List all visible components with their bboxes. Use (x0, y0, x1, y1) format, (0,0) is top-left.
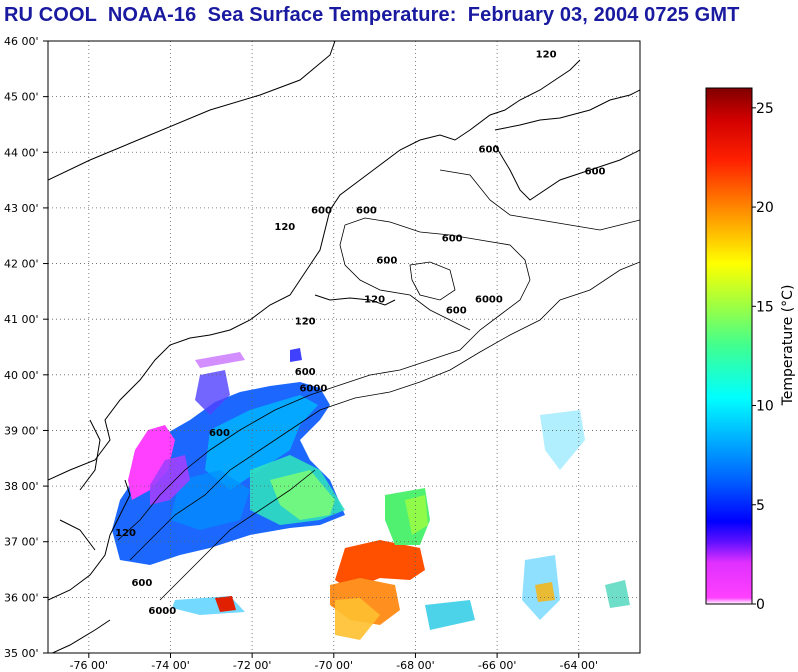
contour-labels: 120 600 600 600 600 120 600 600 120 600 6000 120 600… (115, 50, 605, 617)
contour-label: 120 (536, 50, 557, 61)
contour-label: 6000 (299, 384, 327, 395)
lat-tick-label: 42 00' (4, 258, 39, 271)
contour-label: 120 (295, 317, 316, 328)
lon-tick-label: -70 00' (315, 659, 353, 672)
contour-label: 600 (295, 367, 316, 378)
contour-label: 6000 (475, 294, 503, 305)
colorbar (705, 87, 753, 605)
lat-tick-label: 39 00' (4, 424, 39, 437)
contour-label: 600 (442, 233, 463, 244)
lat-tick-label: 36 00' (4, 591, 39, 604)
longitude-axis: -76 00' -74 00' -72 00' -70 00' -68 00' -66 0… (70, 653, 598, 672)
contour-label: 600 (446, 306, 467, 317)
colorbar-tick-label: 0 (756, 597, 765, 613)
contour-label: 120 (274, 222, 295, 233)
contour-label: 600 (131, 578, 152, 589)
lon-tick-label: -68 00' (396, 659, 434, 672)
map-frame (47, 40, 641, 654)
lon-tick-label: -76 00' (70, 659, 108, 672)
lat-tick-label: 38 00' (4, 480, 39, 493)
map-title: RU COOL NOAA-16 Sea Surface Temperature:… (4, 4, 740, 26)
lon-tick-label: -66 00' (478, 659, 516, 672)
contour-label: 600 (356, 205, 377, 216)
latitude-axis: 46 00' 45 00' 44 00' 43 00' 42 00' 41 00' 40 0… (4, 35, 48, 660)
colorbar-tick-label: 20 (756, 200, 774, 216)
lat-tick-label: 44 00' (4, 146, 39, 159)
contour-label: 600 (376, 256, 397, 267)
lon-tick-label: -64 00' (560, 659, 598, 672)
lat-tick-label: 41 00' (4, 313, 39, 326)
colorbar-tick-label: 25 (756, 101, 774, 117)
colorbar-tick-label: 15 (756, 299, 774, 315)
colorbar-tick-label: 10 (756, 399, 774, 415)
lon-tick-label: -72 00' (233, 659, 271, 672)
lat-tick-label: 46 00' (4, 35, 39, 48)
contour-label: 120 (364, 294, 385, 305)
lat-tick-label: 43 00' (4, 202, 39, 215)
lon-tick-label: -74 00' (151, 659, 189, 672)
contour-label: 120 (115, 528, 136, 539)
contour-label: 600 (479, 144, 500, 155)
coastline (48, 41, 640, 653)
lat-tick-label: 45 00' (4, 91, 39, 104)
colorbar-tick-label: 5 (756, 498, 765, 514)
lat-tick-label: 37 00' (4, 536, 39, 549)
contour-label: 600 (209, 428, 230, 439)
contour-label: 6000 (148, 606, 176, 617)
lat-tick-label: 40 00' (4, 369, 39, 382)
bathymetry-contours (117, 169, 640, 601)
sst-imagery (112, 348, 630, 640)
contour-label: 600 (311, 205, 332, 216)
colorbar-label: Temperature (°C) (780, 285, 796, 407)
colorbar-ticks: 25 20 15 10 5 0 (752, 101, 774, 613)
lat-tick-label: 35 00' (4, 647, 39, 660)
contour-label: 600 (585, 167, 606, 178)
